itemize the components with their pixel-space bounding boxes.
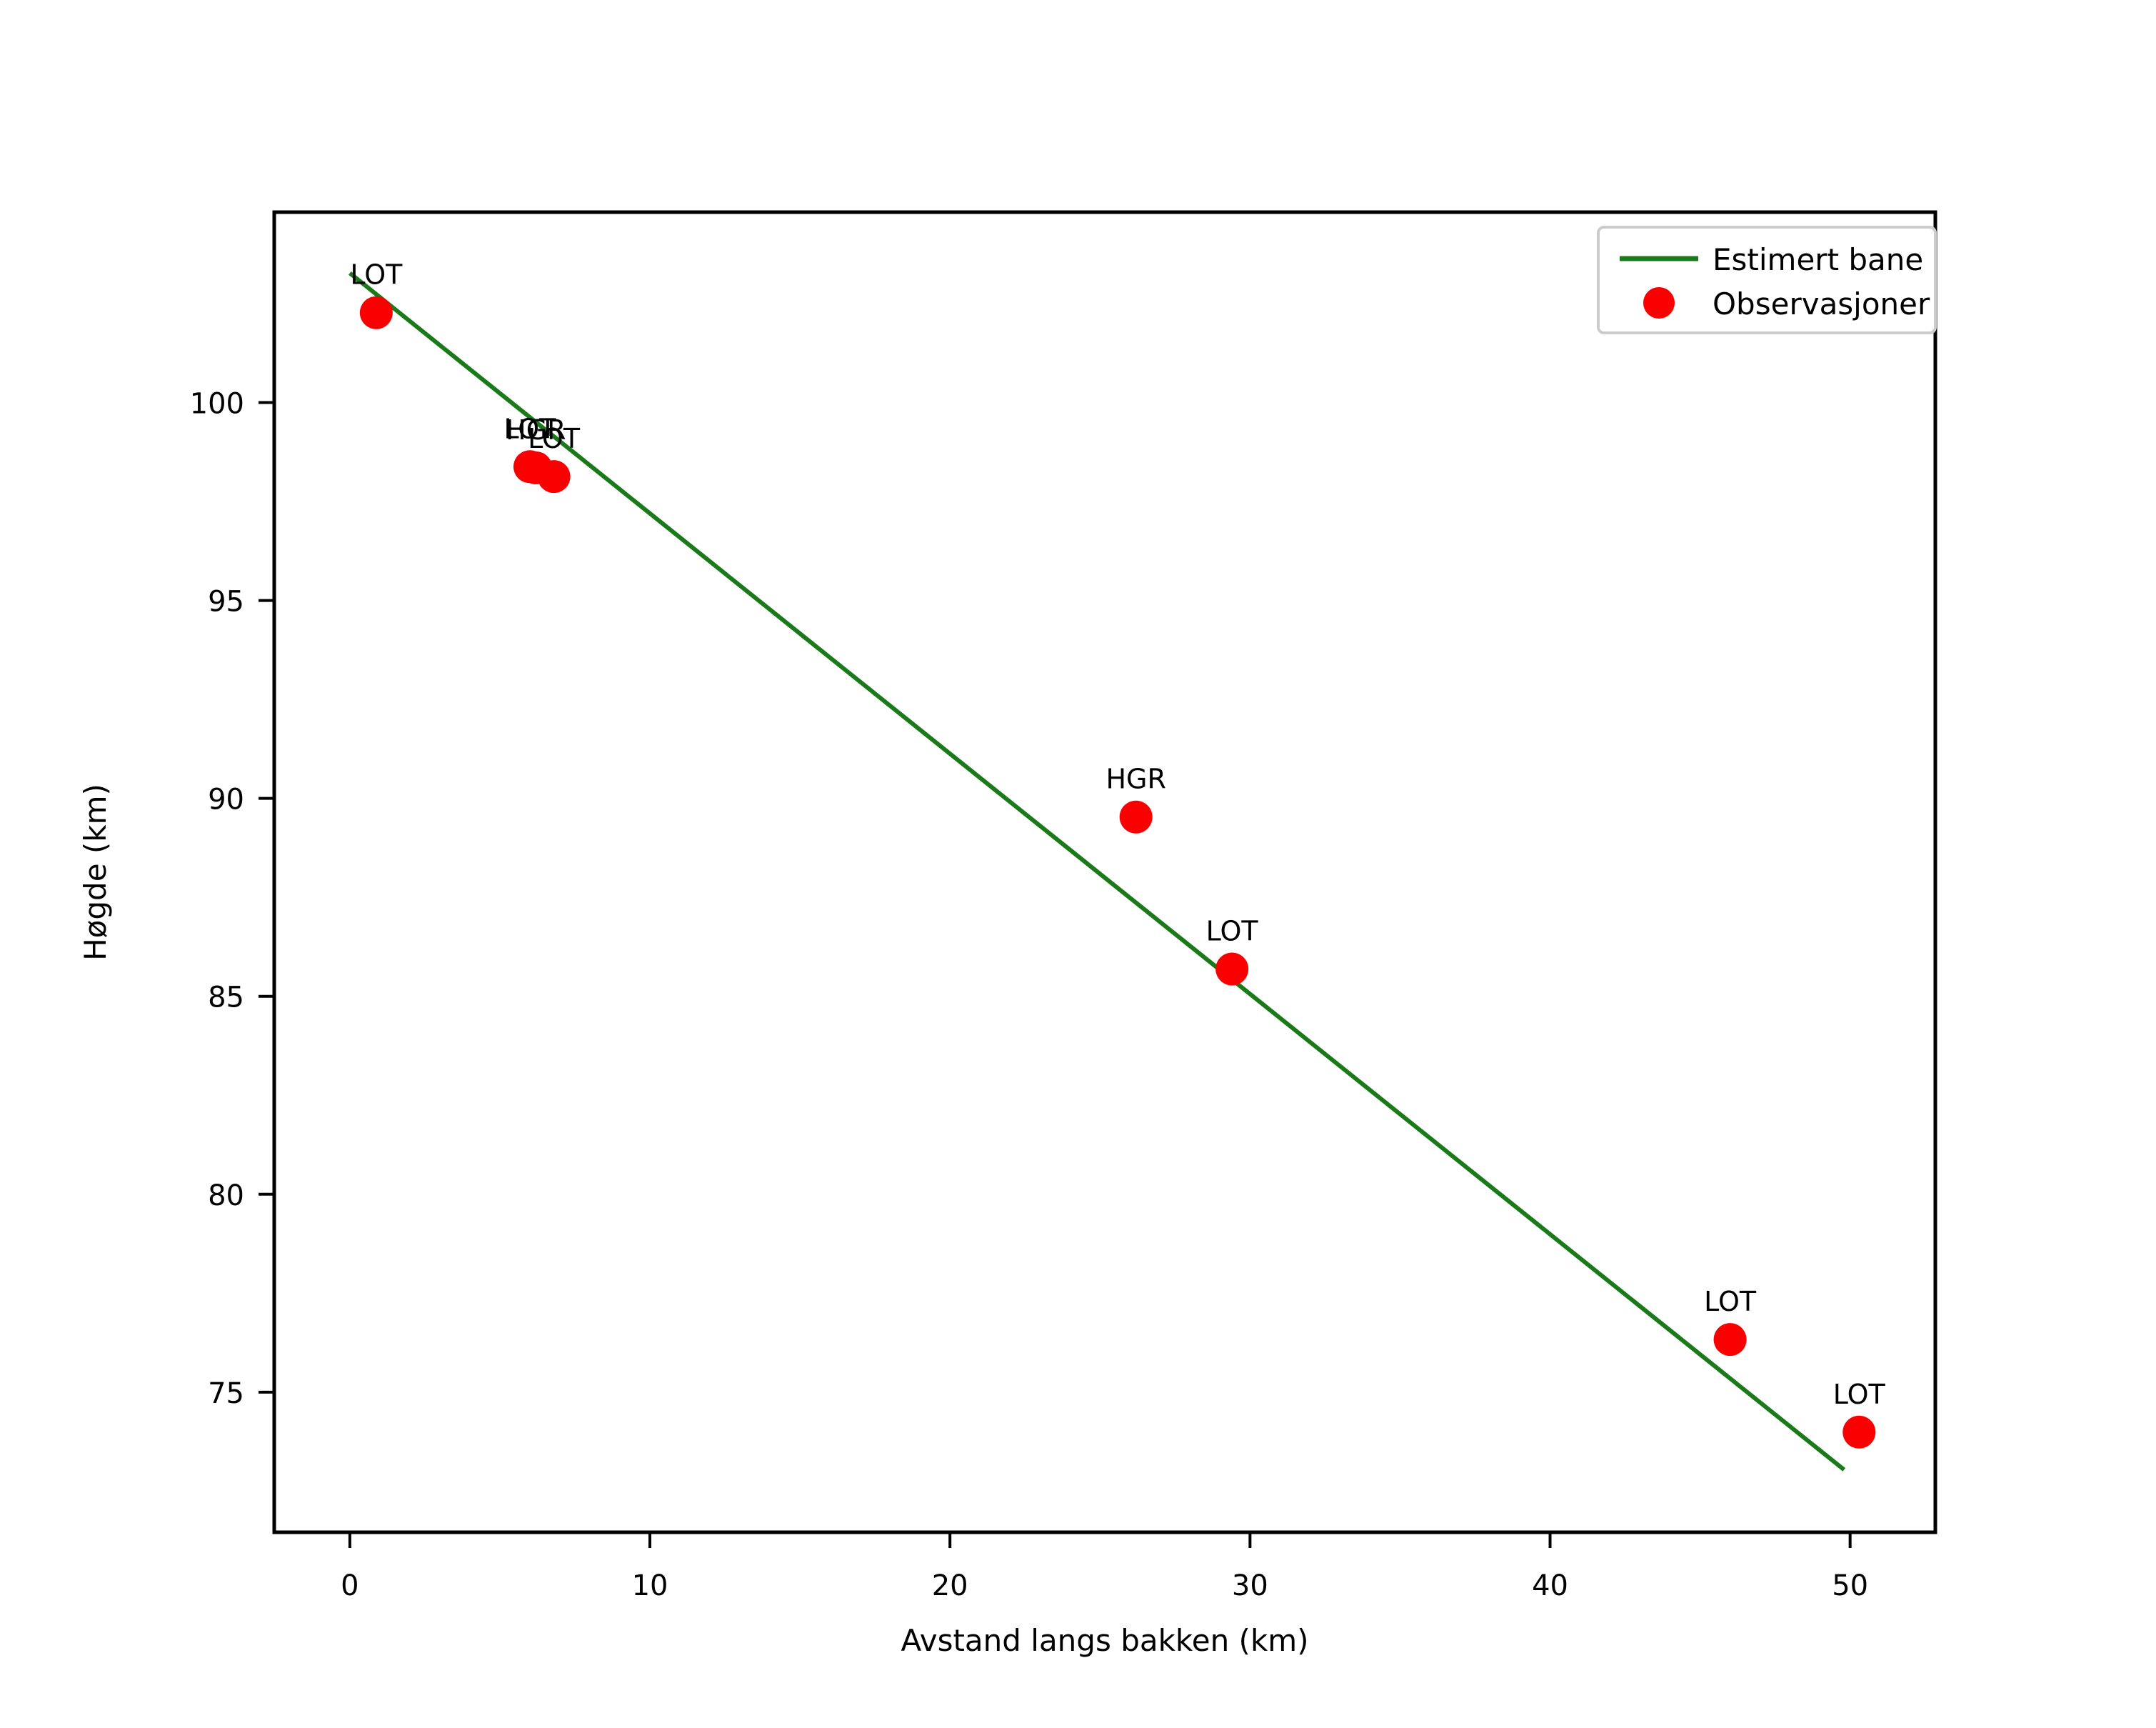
y-tick-label: 100 (190, 388, 244, 421)
x-tick-label: 50 (1832, 1569, 1868, 1602)
observation-marker (1713, 1323, 1747, 1357)
y-tick-label: 75 (208, 1377, 244, 1410)
trajectory-polyline (349, 271, 1846, 1472)
legend-box (1597, 226, 1937, 334)
observation-label: LOT (1833, 1379, 1886, 1410)
x-tick-label: 40 (1532, 1569, 1568, 1602)
y-axis-ticks: 75 80 85 90 95 100 (190, 388, 274, 1410)
x-tick-label: 30 (1232, 1569, 1268, 1602)
observation-label: LOT (503, 413, 556, 444)
observation-label: LOT (1704, 1286, 1757, 1317)
observation-label: HGR (506, 414, 566, 446)
observation-marker (1215, 952, 1249, 986)
observation-points (359, 296, 1876, 1449)
legend-marker-swatch (1643, 287, 1675, 319)
y-tick-label: 80 (208, 1179, 244, 1212)
y-axis-title: Høgde (km) (78, 784, 113, 961)
observation-label: LOT (1206, 915, 1259, 947)
x-tick-label: 0 (341, 1569, 359, 1602)
legend-label-observasjoner: Observasjoner (1713, 286, 1930, 321)
x-axis-title: Avstand langs bakken (km) (901, 1623, 1308, 1658)
y-tick-label: 95 (208, 586, 244, 619)
observation-marker (1842, 1415, 1876, 1449)
legend[interactable]: Estimert bane Observasjoner (1597, 226, 1937, 334)
y-tick-label: 90 (208, 784, 244, 816)
observation-marker (359, 296, 393, 329)
observation-label: LOT (350, 259, 403, 291)
observation-marker (537, 460, 571, 494)
legend-label-estimert-bane: Estimert bane (1713, 242, 1923, 277)
estimated-trajectory-line (349, 271, 1846, 1472)
observation-marker (1119, 800, 1153, 834)
x-tick-label: 10 (632, 1569, 668, 1602)
observation-label: HGR (1105, 764, 1165, 795)
x-tick-label: 20 (932, 1569, 968, 1602)
axes-frame (272, 210, 1937, 1534)
observation-label: LOT (528, 423, 581, 454)
x-axis-ticks: 0 10 20 30 40 50 (341, 1532, 1868, 1602)
y-tick-label: 85 (208, 982, 244, 1014)
